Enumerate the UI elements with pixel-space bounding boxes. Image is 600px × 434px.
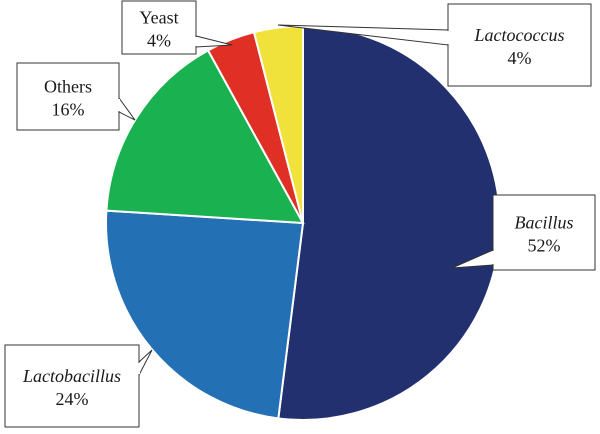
slice-label: Lactococcus xyxy=(474,25,565,45)
callout-box xyxy=(492,194,596,271)
callout-box xyxy=(121,0,197,55)
pie-slices xyxy=(105,24,501,421)
slice-value-label: 24% xyxy=(56,389,89,409)
slice-label: Bacillus xyxy=(515,213,574,233)
callout-box xyxy=(4,344,140,428)
callout-pointer xyxy=(118,96,136,121)
callout-lactobacillus: Lactobacillus 24% xyxy=(4,344,153,428)
slice-value-label: 16% xyxy=(52,100,85,120)
slice-label: Others xyxy=(44,77,92,97)
slice-label: Lactobacillus xyxy=(22,366,121,386)
callout-yeast: Yeast 4% xyxy=(121,0,233,55)
callout-bacillus: Bacillus 52% xyxy=(451,194,596,271)
slice-value-label: 4% xyxy=(147,31,171,51)
slice-label: Yeast xyxy=(139,8,178,28)
pie-slice-others xyxy=(105,49,305,225)
pie-slice-lactobacillus xyxy=(105,209,305,420)
callout-others: Others 16% xyxy=(16,62,136,131)
callout-box xyxy=(447,3,592,87)
slice-value-label: 4% xyxy=(508,48,532,68)
callout-pointer xyxy=(138,349,153,376)
pie-callouts: Bacillus 52% Lactobacillus 24% Others 16% Yeas… xyxy=(4,0,596,428)
callout-lactococcus: Lactococcus 4% xyxy=(277,3,592,87)
slice-value-label: 52% xyxy=(528,236,561,256)
callout-box xyxy=(16,62,120,131)
